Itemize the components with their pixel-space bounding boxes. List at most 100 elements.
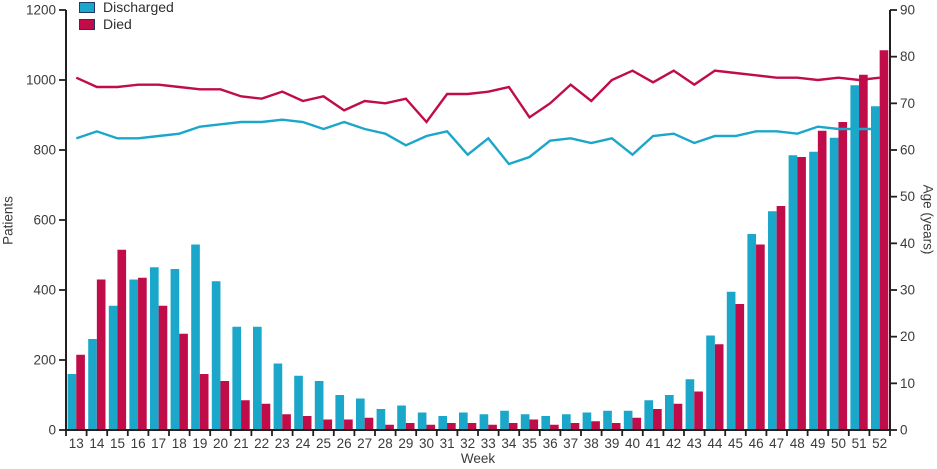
- died-bar-week-38: [591, 421, 600, 430]
- died-bar-week-31: [447, 423, 456, 430]
- x-axis-week-label: 42: [666, 436, 681, 451]
- died-bar-week-17: [158, 305, 168, 430]
- left-axis-tick-label: 800: [33, 143, 56, 158]
- discharged-bar-week-46: [747, 234, 757, 430]
- discharged-bar-week-41: [644, 400, 654, 430]
- right-axis-tick-label: 20: [900, 329, 915, 344]
- x-axis-week-label: 34: [501, 436, 517, 451]
- died-bar-week-45: [735, 304, 745, 430]
- discharged-bar-week-15: [108, 305, 118, 430]
- died-bar-week-28: [385, 424, 394, 430]
- right-axis-tick-label: 50: [900, 189, 915, 204]
- discharged-bar-week-39: [603, 410, 612, 430]
- left-axis-tick-label: 0: [48, 423, 56, 438]
- discharged-bar-week-19: [191, 244, 200, 430]
- discharged-bar-week-26: [335, 395, 345, 430]
- discharged-bar-week-21: [232, 326, 242, 430]
- x-axis-week-label: 49: [810, 436, 825, 451]
- died-bar-week-47: [776, 206, 786, 430]
- died-bar-week-41: [653, 409, 662, 430]
- discharged-bar-week-28: [376, 409, 386, 430]
- x-axis-week-label: 43: [687, 436, 702, 451]
- right-axis-tick-label: 0: [900, 423, 908, 438]
- x-axis-week-label: 36: [543, 436, 558, 451]
- died-bar-week-18: [179, 333, 188, 430]
- died-bar-week-20: [220, 381, 230, 430]
- died-bar-week-40: [632, 417, 642, 430]
- died-bar-week-16: [138, 277, 147, 430]
- x-axis-week-label: 37: [563, 436, 578, 451]
- died-bar-week-42: [673, 403, 683, 430]
- died-bar-week-22: [261, 403, 271, 430]
- discharged-age-line: [75, 118, 880, 166]
- x-axis-week-label: 21: [234, 436, 249, 451]
- x-axis-week-label: 28: [378, 436, 393, 451]
- died-bar-week-50: [838, 122, 848, 430]
- discharged-bar-week-22: [253, 326, 262, 430]
- discharged-bar-week-31: [438, 416, 448, 430]
- discharged-bar-week-27: [356, 398, 365, 430]
- left-axis-title: Patients: [0, 196, 16, 245]
- x-axis-week-label: 46: [749, 436, 764, 451]
- died-bar-week-48: [797, 157, 806, 430]
- discharged-bar-week-47: [768, 211, 777, 430]
- left-axis-tick-label: 200: [33, 353, 56, 368]
- died-bar-week-39: [611, 423, 621, 430]
- died-bar-week-14: [96, 279, 106, 430]
- x-axis-week-label: 29: [398, 436, 413, 451]
- left-axis-tick-label: 1200: [26, 3, 56, 18]
- right-axis-tick-label: 40: [900, 236, 915, 251]
- died-bar-week-23: [282, 414, 291, 430]
- x-axis-week-label: 26: [337, 436, 352, 451]
- discharged-swatch-icon: [79, 2, 95, 13]
- died-age-line: [75, 69, 880, 124]
- discharged-bar-week-20: [211, 281, 221, 430]
- discharged-bar-week-37: [562, 414, 571, 430]
- discharged-bar-week-40: [623, 410, 633, 430]
- discharged-bar-week-45: [726, 291, 736, 430]
- discharged-bar-week-42: [665, 395, 674, 430]
- x-axis-week-label: 44: [707, 436, 723, 451]
- x-axis-week-label: 39: [604, 436, 619, 451]
- x-axis-week-label: 47: [769, 436, 784, 451]
- discharged-bar-week-18: [170, 269, 180, 430]
- discharged-bar-week-25: [314, 381, 324, 430]
- left-axis-tick-label: 1000: [26, 73, 56, 88]
- x-axis-week-label: 18: [172, 436, 187, 451]
- died-bar-week-32: [467, 423, 477, 430]
- died-bar-week-30: [426, 424, 436, 430]
- died-bar-week-27: [364, 417, 374, 430]
- legend-label-discharged: Discharged: [103, 0, 174, 15]
- x-axis-week-label: 19: [192, 436, 207, 451]
- right-axis-tick-label: 80: [900, 49, 915, 64]
- legend-item-discharged: Discharged: [79, 0, 174, 15]
- x-axis-week-label: 48: [790, 436, 805, 451]
- discharged-bar-week-35: [520, 414, 530, 430]
- discharged-bar-week-13: [67, 374, 77, 430]
- x-axis-week-label: 33: [481, 436, 496, 451]
- x-axis-week-label: 27: [357, 436, 372, 451]
- x-axis-week-label: 38: [584, 436, 599, 451]
- died-bar-week-37: [570, 423, 580, 430]
- died-bar-week-33: [488, 424, 497, 430]
- right-axis-tick-label: 90: [900, 3, 915, 18]
- died-bar-week-21: [241, 400, 250, 430]
- x-axis-week-label: 13: [69, 436, 84, 451]
- discharged-bar-week-17: [150, 267, 159, 430]
- discharged-bar-week-14: [88, 339, 97, 430]
- x-axis-week-label: 25: [316, 436, 331, 451]
- x-axis-title: Week: [460, 451, 496, 466]
- died-bar-week-24: [302, 416, 312, 430]
- chart-legend: Discharged Died: [79, 0, 174, 32]
- x-axis-week-label: 50: [831, 436, 846, 451]
- discharged-bar-week-16: [129, 279, 139, 430]
- legend-label-died: Died: [103, 16, 132, 32]
- x-axis-week-label: 52: [872, 436, 887, 451]
- left-axis-tick-label: 600: [33, 213, 56, 228]
- discharged-bar-week-24: [294, 375, 303, 430]
- x-axis-week-label: 35: [522, 436, 537, 451]
- died-bar-week-15: [117, 249, 127, 430]
- x-axis-week-label: 40: [625, 436, 640, 451]
- discharged-bar-week-38: [582, 412, 592, 430]
